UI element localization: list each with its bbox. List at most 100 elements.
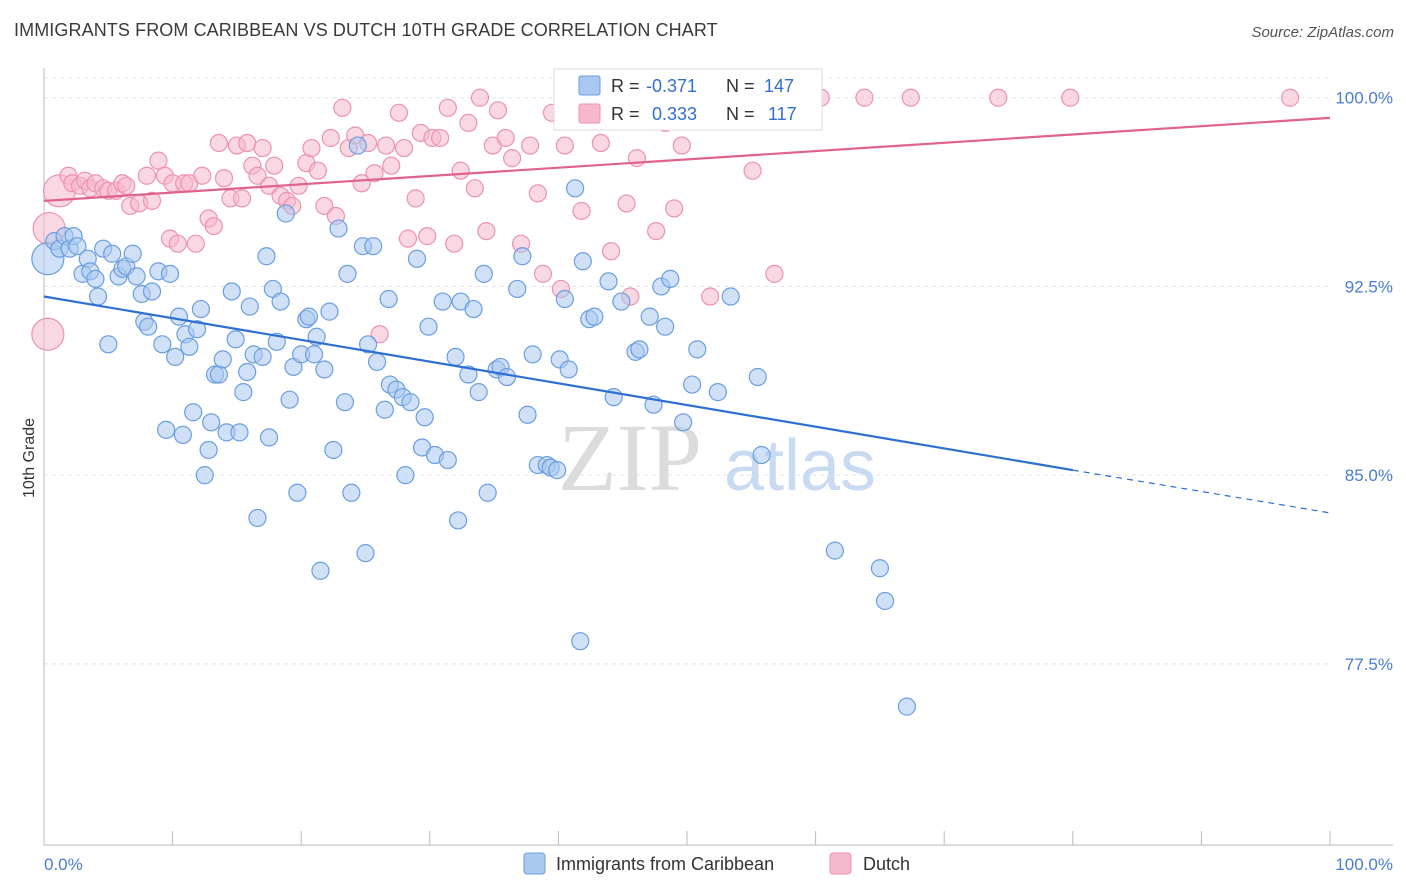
dutch-point-109 [765, 264, 784, 283]
caribbean-point-30 [173, 425, 192, 444]
caribbean-point-57 [276, 204, 295, 223]
dutch-point-58 [382, 156, 401, 175]
stats-blue-r-value: -0.371 [646, 76, 697, 96]
caribbean-point-136 [721, 287, 740, 306]
caribbean-point-51 [253, 347, 272, 366]
dutch-point-18 [149, 151, 168, 170]
dutch-point-34 [238, 133, 257, 153]
caribbean-point-112 [548, 461, 567, 480]
caribbean-point-73 [342, 483, 361, 502]
dutch-point-112 [855, 88, 874, 107]
dutch-point-16 [137, 166, 156, 185]
caribbean-point-60 [288, 483, 307, 502]
dutch-point-17 [142, 191, 162, 210]
caribbean-point-70 [329, 219, 348, 238]
caribbean-point-74 [348, 136, 367, 155]
caribbean-point-93 [438, 450, 457, 470]
legend-swatch-dutch [829, 852, 852, 875]
dutch-point-92 [617, 194, 636, 213]
dutch-point-56 [370, 325, 389, 344]
caribbean-point-43 [222, 282, 241, 301]
grid-lines [44, 77, 1330, 665]
caribbean-point-28 [166, 347, 185, 366]
caribbean-point-139 [825, 541, 844, 560]
caribbean-point-126 [640, 307, 659, 326]
dutch-point-28 [204, 216, 223, 236]
x-tick-label-1: 100.0% [1335, 855, 1393, 874]
caribbean-point-78 [364, 237, 383, 256]
caribbean-point-45 [230, 423, 249, 442]
caribbean-point-52 [257, 247, 276, 266]
dutch-point-61 [398, 229, 418, 248]
caribbean-point-53 [259, 428, 279, 447]
dutch-point-69 [451, 161, 470, 180]
dutch-point-115 [1061, 88, 1080, 107]
dutch-point-67 [438, 98, 457, 117]
caribbean-point-69 [324, 440, 343, 460]
caribbean-point-135 [708, 383, 727, 402]
y-tick-label-2: 85.0% [1345, 466, 1393, 485]
dutch-point-62 [406, 189, 425, 208]
dutch-point-46 [308, 161, 328, 180]
caribbean-point-66 [311, 561, 330, 580]
dutch-point-25 [186, 234, 205, 253]
caribbean-point-67 [315, 360, 334, 379]
caribbean-point-107 [518, 405, 537, 424]
caribbean-point-87 [407, 249, 427, 268]
stats-pink-n-value: 117 [768, 104, 797, 124]
stats-pink-n-label: N = [726, 104, 755, 124]
legend-label-dutch: Dutch [863, 854, 910, 874]
caribbean-point-36 [195, 466, 214, 485]
caribbean-point-85 [396, 466, 415, 485]
caribbean-point-129 [656, 317, 675, 336]
dutch-point-37 [253, 138, 272, 158]
caribbean-point-10 [86, 269, 105, 288]
trend-lines [43, 116, 1331, 514]
stats-blue-n-label: N = [726, 76, 755, 96]
y-tick-labels: 100.0% 92.5% 85.0% 77.5% [1335, 89, 1393, 674]
dutch-point-70 [459, 113, 478, 133]
dutch-point-26 [193, 166, 212, 185]
dutch-point-50 [333, 98, 352, 117]
caribbean-point-125 [630, 340, 649, 359]
caribbean-point-133 [683, 375, 702, 394]
chart-title: IMMIGRANTS FROM CARIBBEAN VS DUTCH 10TH … [14, 20, 718, 40]
dutch-point-57 [376, 136, 396, 155]
caribbean-point-130 [661, 269, 680, 288]
caribbean-point-68 [320, 302, 339, 321]
caribbean-point-142 [897, 697, 917, 716]
caribbean-point-48 [240, 297, 259, 316]
dutch-point-97 [647, 221, 666, 241]
dutch-point-72 [470, 88, 490, 107]
caribbean-point-92 [433, 292, 452, 311]
caribbean-point-134 [688, 340, 707, 359]
caribbean-point-89 [415, 408, 434, 427]
caribbean-point-37 [199, 440, 218, 460]
caribbean-point-86 [401, 393, 420, 412]
caribbean-point-115 [559, 360, 578, 379]
dutch-point-116 [1281, 88, 1300, 107]
dutch-point-113 [901, 88, 920, 107]
dutch-point-80 [528, 184, 547, 203]
caribbean-point-80 [375, 400, 394, 419]
dutch-point-45 [302, 138, 321, 158]
caribbean-point-117 [571, 632, 590, 651]
dutch-point-64 [418, 227, 437, 246]
caribbean-point-76 [356, 544, 375, 563]
dutch-point-48 [321, 128, 340, 148]
caribbean-point-140 [870, 559, 890, 578]
caribbean-point-137 [748, 367, 767, 387]
dutch-point-29 [209, 133, 228, 153]
dutch-point-33 [232, 189, 252, 208]
caribbean-point-100 [474, 264, 493, 283]
caribbean-point-29 [169, 307, 189, 326]
dutch-point-103 [701, 287, 720, 306]
caribbean-point-104 [497, 367, 517, 387]
caribbean-point-72 [338, 264, 357, 283]
x-tick-label-0: 0.0% [44, 855, 83, 874]
stats-blue-r-label: R = [611, 76, 640, 96]
caribbean-point-63 [299, 307, 319, 326]
dutch-trend-line [43, 116, 1331, 202]
caribbean-point-50 [248, 508, 267, 528]
x-tick-labels: 0.0% 100.0% [44, 855, 1393, 874]
